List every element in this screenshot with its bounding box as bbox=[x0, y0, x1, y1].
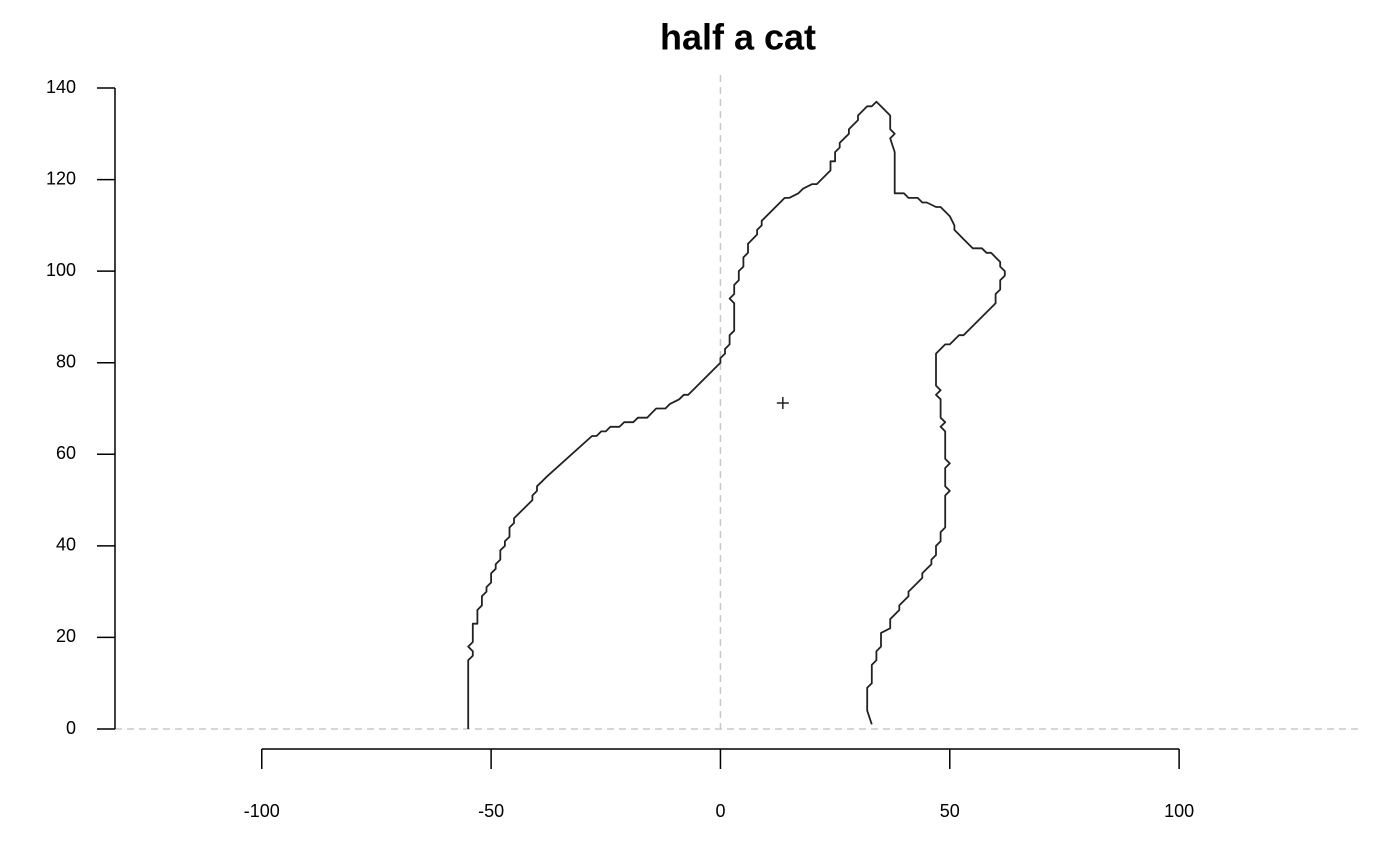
y-tick-label: 80 bbox=[56, 351, 76, 371]
x-tick-label: 100 bbox=[1164, 801, 1194, 821]
x-tick-label: 50 bbox=[940, 801, 960, 821]
y-tick-label: 120 bbox=[46, 168, 76, 188]
x-tick-label: -50 bbox=[478, 801, 504, 821]
outline-line bbox=[467, 100, 1006, 729]
y-tick-label: 60 bbox=[56, 443, 76, 463]
y-tick-label: 40 bbox=[56, 535, 76, 555]
y-tick-label: 20 bbox=[56, 626, 76, 646]
y-tick-label: 0 bbox=[66, 718, 76, 738]
y-tick-label: 140 bbox=[46, 77, 76, 97]
x-tick-label: 0 bbox=[715, 801, 725, 821]
x-tick-label: -100 bbox=[244, 801, 280, 821]
y-tick-label: 100 bbox=[46, 260, 76, 280]
chart-title: half a cat bbox=[660, 17, 816, 58]
center-marker bbox=[776, 397, 789, 410]
